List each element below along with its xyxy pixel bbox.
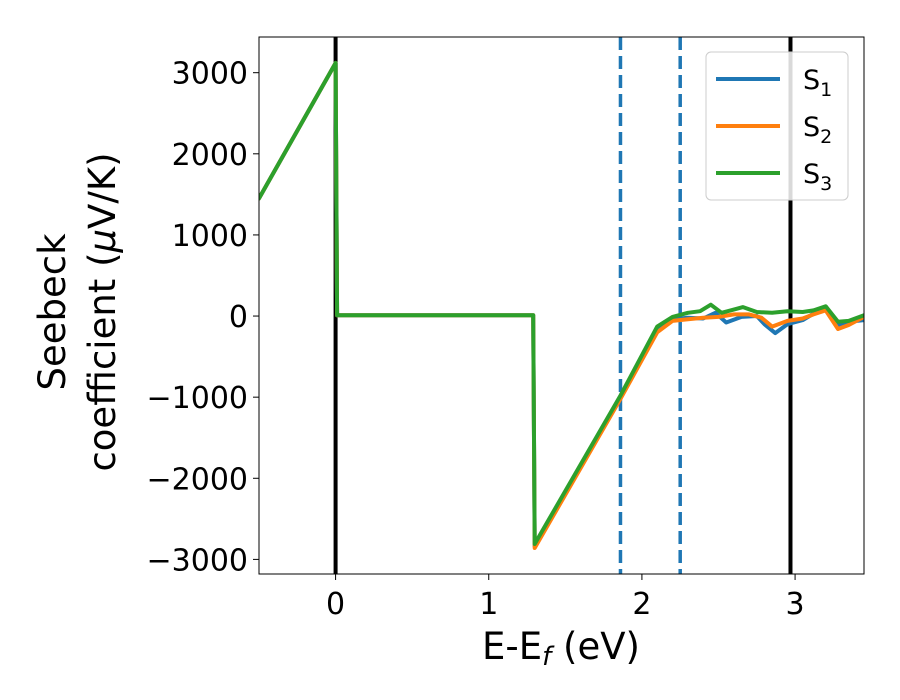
y-tick-label: −3000 (147, 543, 248, 578)
x-tick-label: 2 (632, 587, 651, 622)
y-tick-label: 0 (229, 300, 248, 335)
y-tick-label: −2000 (147, 462, 248, 497)
x-axis-ticks: 0 1 2 3 (326, 574, 805, 622)
plot-frame (258, 36, 865, 575)
legend: S1 S2 S3 (705, 51, 849, 201)
x-axis-label: E-Ef (eV) (482, 625, 640, 672)
x-tick-label: 0 (326, 587, 345, 622)
y-tick-label: 2000 (172, 138, 248, 173)
y-axis-label: Seebeck coefficient (μV/K) (31, 152, 124, 471)
y-tick-label: −1000 (147, 381, 248, 416)
y-tick-label: 3000 (172, 57, 248, 92)
y-axis-label-line2: coefficient (μV/K) (81, 152, 124, 471)
series-line-s3 (259, 61, 864, 546)
legend-label-s1: S1 (803, 65, 832, 101)
x-tick-label: 1 (479, 587, 498, 622)
legend-label-s2: S2 (803, 112, 832, 148)
y-tick-label: 1000 (172, 219, 248, 254)
y-axis-label-line1: Seebeck (31, 233, 74, 391)
x-tick-label: 3 (786, 587, 805, 622)
series-lines (259, 61, 864, 550)
y-axis-ticks: 3000 2000 1000 0 −1000 −2000 −3000 (147, 57, 259, 578)
legend-label-s3: S3 (803, 159, 832, 195)
